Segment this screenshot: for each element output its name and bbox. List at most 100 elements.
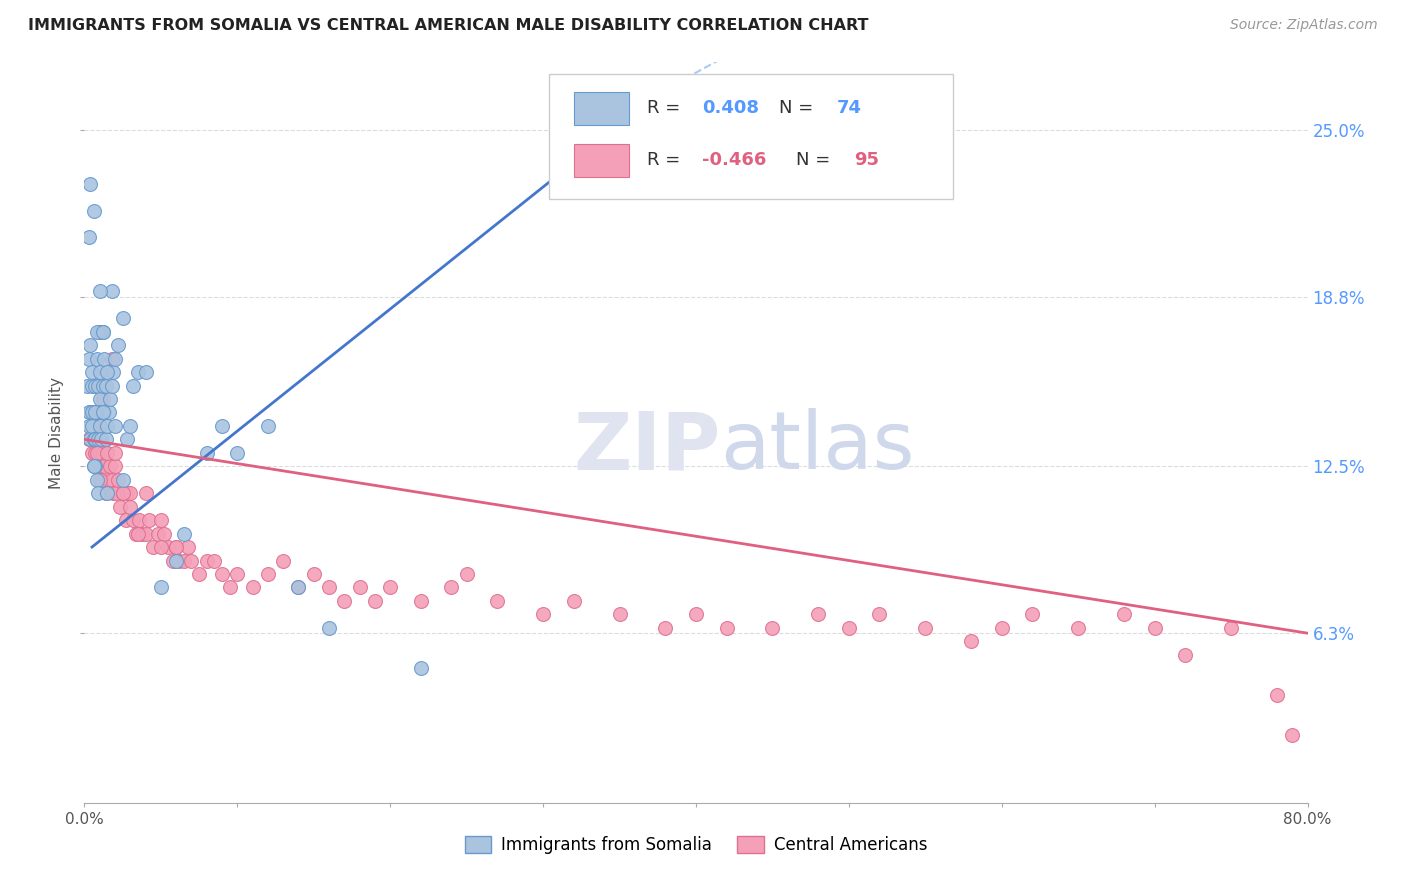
Point — [146, 526, 169, 541]
Point — [80, 418, 103, 433]
Point — [302, 566, 325, 581]
Point — [149, 540, 172, 554]
Point — [111, 311, 134, 326]
Point — [165, 553, 187, 567]
Point — [716, 621, 738, 635]
Point — [89, 325, 111, 339]
Point — [287, 581, 309, 595]
Point — [90, 405, 112, 419]
Point — [89, 473, 111, 487]
Point — [104, 459, 127, 474]
Point — [271, 553, 294, 567]
Point — [98, 459, 121, 474]
Point — [135, 526, 157, 541]
Point — [333, 594, 356, 608]
Text: N =: N = — [796, 151, 837, 169]
Point — [960, 634, 983, 648]
Point — [226, 566, 249, 581]
Point — [77, 418, 100, 433]
Point — [87, 378, 110, 392]
Point — [456, 566, 478, 581]
Point — [165, 540, 187, 554]
Point — [77, 405, 100, 419]
Point — [257, 566, 280, 581]
Text: R =: R = — [647, 99, 686, 118]
Point — [77, 351, 100, 366]
Point — [96, 418, 118, 433]
Point — [531, 607, 554, 622]
Point — [257, 418, 280, 433]
Point — [440, 581, 463, 595]
Point — [104, 446, 127, 460]
Point — [869, 607, 891, 622]
Point — [80, 405, 103, 419]
FancyBboxPatch shape — [574, 144, 628, 178]
Legend: Immigrants from Somalia, Central Americans: Immigrants from Somalia, Central America… — [458, 830, 934, 861]
Point — [89, 418, 111, 433]
Point — [89, 446, 111, 460]
Point — [1281, 729, 1303, 743]
Point — [91, 378, 114, 392]
Point — [153, 526, 176, 541]
Point — [107, 473, 129, 487]
Text: atlas: atlas — [720, 409, 915, 486]
Point — [79, 405, 101, 419]
Point — [287, 581, 309, 595]
Point — [91, 325, 114, 339]
Text: 95: 95 — [853, 151, 879, 169]
Point — [226, 446, 249, 460]
Point — [120, 486, 142, 500]
Point — [90, 459, 112, 474]
Point — [157, 540, 180, 554]
Point — [149, 581, 172, 595]
Point — [142, 540, 165, 554]
Point — [318, 581, 340, 595]
Point — [409, 661, 432, 675]
Point — [86, 433, 108, 447]
Point — [94, 486, 117, 500]
Point — [90, 433, 112, 447]
Point — [83, 433, 105, 447]
Point — [84, 459, 107, 474]
Point — [86, 351, 108, 366]
Point — [211, 418, 233, 433]
Point — [1143, 621, 1166, 635]
Point — [838, 621, 860, 635]
Point — [89, 285, 111, 299]
Y-axis label: Male Disability: Male Disability — [49, 376, 65, 489]
Point — [77, 230, 100, 244]
Point — [104, 418, 127, 433]
Point — [101, 285, 124, 299]
Point — [98, 392, 121, 406]
Point — [167, 553, 190, 567]
Point — [96, 446, 118, 460]
Point — [96, 486, 118, 500]
Point — [83, 418, 105, 433]
Point — [86, 473, 108, 487]
Point — [131, 526, 153, 541]
Point — [87, 405, 110, 419]
Point — [79, 338, 101, 352]
Point — [97, 405, 120, 419]
Point — [1174, 648, 1197, 662]
Point — [91, 405, 114, 419]
Text: N =: N = — [779, 99, 820, 118]
Point — [93, 351, 115, 366]
Point — [111, 473, 134, 487]
Point — [195, 553, 218, 567]
Point — [914, 621, 936, 635]
Point — [76, 378, 98, 392]
Point — [83, 203, 105, 218]
Point — [654, 621, 676, 635]
Point — [86, 446, 108, 460]
Point — [96, 365, 118, 379]
Point — [80, 433, 103, 447]
Point — [122, 513, 145, 527]
Text: Source: ZipAtlas.com: Source: ZipAtlas.com — [1230, 18, 1378, 32]
Point — [807, 607, 830, 622]
Point — [86, 405, 108, 419]
Point — [135, 486, 157, 500]
Point — [242, 581, 264, 595]
Point — [84, 378, 107, 392]
Point — [101, 351, 124, 366]
